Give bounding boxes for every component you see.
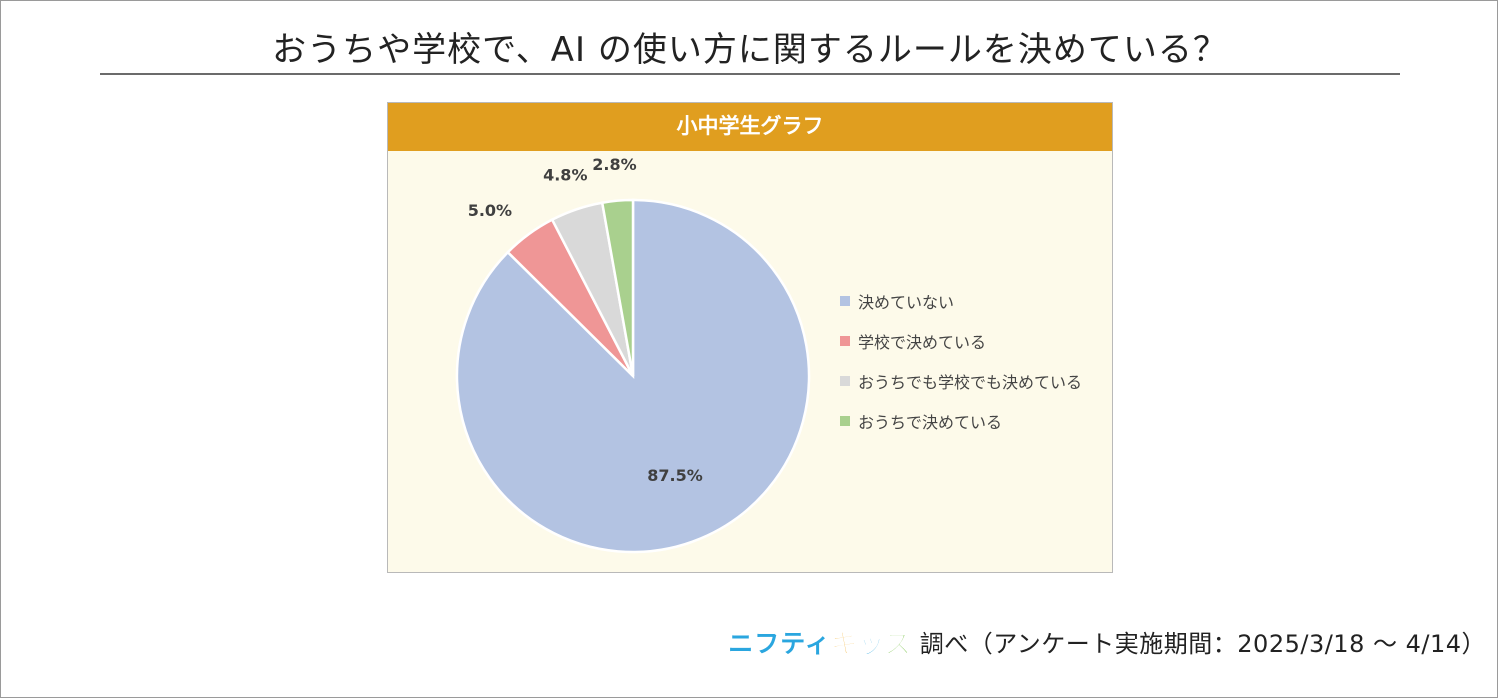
chart-title: 小中学生グラフ [388,103,1112,151]
data-label: 5.0% [468,201,512,220]
brand-logo-kids: キッズ [830,629,912,661]
data-label: 2.8% [592,155,636,174]
legend-swatch [840,336,850,346]
legend-label: 決めていない [858,293,955,312]
source-credit: ニフティ キッズ 調べ（アンケート実施期間：2025/3/18 ～ 4/14） [728,622,1486,661]
data-label: 4.8% [543,165,587,184]
legend-label: おうちでも学校でも決めている [858,373,1083,392]
legend-item: おうちで決めている [840,401,1082,441]
chart-panel: 小中学生グラフ 87.5% 5.0% 4.8% 2.8% 決めていない 学校で決めてい… [387,102,1113,573]
legend-swatch [840,296,850,306]
pie-slice [600,198,635,377]
legend-label: 学校で決めている [858,333,987,352]
legend-swatch [840,416,850,426]
data-label: 87.5% [647,466,703,485]
credit-text: 調べ（アンケート実施期間：2025/3/18 ～ 4/14） [919,630,1486,658]
legend-item: 決めていない [840,281,1082,321]
legend-item: 学校で決めている [840,321,1082,361]
legend-item: おうちでも学校でも決めている [840,361,1082,401]
legend-label: おうちで決めている [858,413,1003,432]
pie-chart: 87.5% 5.0% 4.8% 2.8% [455,155,811,554]
brand-logo-nifty: ニフティ [728,628,831,658]
legend-swatch [840,376,850,386]
title-divider [100,73,1400,75]
legend: 決めていない 学校で決めている おうちでも学校でも決めている おうちで決めている [840,281,1082,441]
page-title: おうちや学校で、AI の使い方に関するルールを決めている？ [272,30,1228,70]
